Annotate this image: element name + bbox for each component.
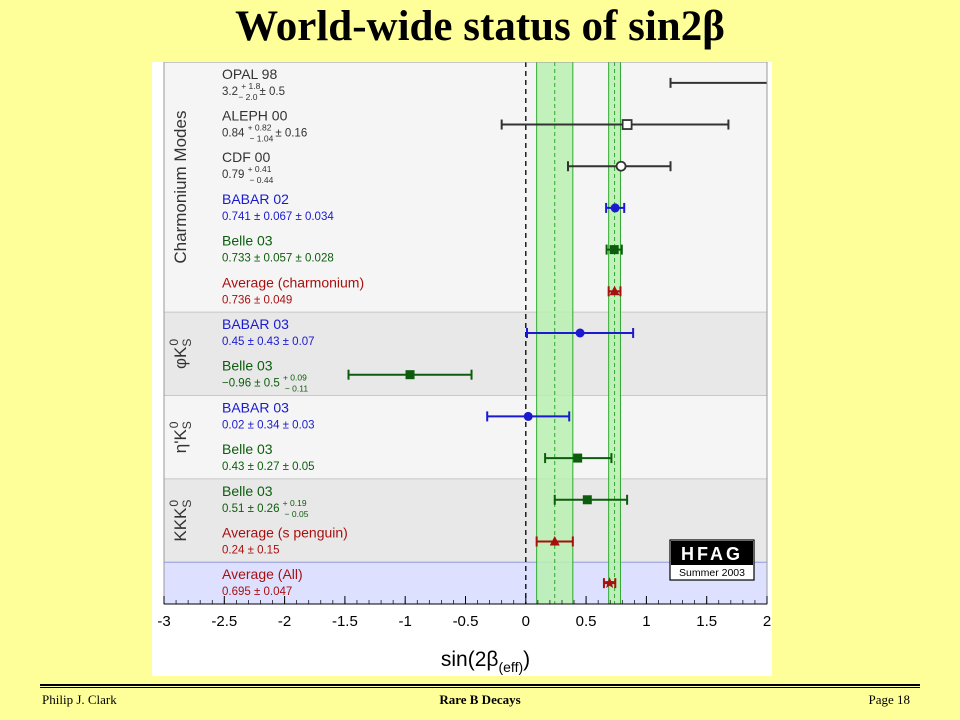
measurement-label: BABAR 03 (222, 316, 289, 332)
slide-title: World-wide status of sin2β (235, 3, 725, 50)
x-tick-label: -1.5 (332, 613, 358, 630)
x-tick-label: -1 (399, 613, 412, 630)
x-tick-label: 1.5 (696, 613, 717, 630)
data-point (610, 203, 620, 213)
hfag-badge-logo-bg (671, 541, 753, 565)
data-point (615, 160, 627, 172)
measurement-label: Belle 03 (222, 483, 273, 499)
measurement-label: BABAR 02 (222, 191, 289, 207)
group-label: KKKS0 (167, 500, 194, 542)
measurement-value: 0.695 ± 0.047 (222, 586, 292, 598)
measurement-value: 0.733 ± 0.057 ± 0.028 (222, 253, 334, 265)
x-tick-label: 2 (763, 613, 771, 630)
measurement-value: 0.79 + 0.41− 0.44 (222, 164, 274, 185)
measurement-value: 0.45 ± 0.43 ± 0.07 (222, 336, 315, 348)
measurement-value: 0.736 ± 0.049 (222, 294, 292, 306)
measurement-value: 0.741 ± 0.067 ± 0.034 (222, 211, 334, 223)
group-label: η'KS0 (167, 421, 194, 453)
group-band (164, 312, 767, 396)
plot-area: Charmonium Modes φKS0 η'KS0 KKKS0 OPAL 983.2… (152, 62, 772, 676)
data-point (609, 285, 620, 296)
footer-page-number: Page 18 (868, 692, 910, 707)
hfag-caption: Summer 2003 (679, 567, 745, 579)
x-tick-label: -0.5 (453, 613, 479, 630)
footer-talk-title: Rare B Decays (439, 692, 521, 707)
measurement-label: Belle 03 (222, 441, 273, 457)
measurement-label: CDF 00 (222, 149, 270, 165)
group-label: Charmonium Modes (171, 111, 190, 264)
group-band (164, 478, 767, 563)
x-tick-label: 0 (522, 613, 530, 630)
measurement-label: Belle 03 (222, 358, 273, 374)
footer-rule (40, 684, 920, 686)
measurement-value: 0.02 ± 0.34 ± 0.03 (222, 419, 315, 431)
measurement-label: Average (s penguin) (222, 524, 348, 540)
group-band (164, 62, 767, 313)
measurement-value: 0.24 ± 0.15 (222, 544, 279, 556)
measurement-value: 0.43 ± 0.27 ± 0.05 (222, 461, 315, 473)
footer-rule (40, 687, 920, 688)
x-axis-label: sin(2β(eff)) (441, 648, 530, 675)
x-tick-label: -3 (157, 613, 170, 630)
x-tick-label: 1 (642, 613, 650, 630)
measurement-value: 3.2 + 1.8− 2.0 ± 0.5 (222, 81, 285, 102)
data-point (405, 370, 415, 380)
measurement-label: Average (charmonium) (222, 274, 364, 290)
data-point (609, 245, 619, 255)
measurement-value: −0.96 ± 0.5 + 0.09− 0.11 (222, 373, 308, 394)
footer-author: Philip J. Clark (42, 692, 117, 707)
x-tick-label: -2.5 (211, 613, 237, 630)
hfag-logo: HFAG (681, 544, 743, 564)
data-point (575, 328, 585, 338)
data-point (549, 535, 560, 546)
measurement-value: 0.51 ± 0.26 + 0.19− 0.05 (222, 498, 309, 519)
data-point (621, 119, 633, 130)
data-point (523, 411, 533, 421)
x-tick-label: -2 (278, 613, 291, 630)
group-band (164, 395, 767, 479)
data-point (603, 577, 616, 589)
x-tick-label: 0.5 (576, 613, 597, 630)
group-label: φKS0 (167, 339, 194, 369)
measurement-label: BABAR 03 (222, 399, 289, 415)
measurement-label: Belle 03 (222, 233, 273, 249)
measurement-label: Average (All) (222, 566, 303, 582)
measurement-value: 0.84 + 0.82− 1.04 ± 0.16 (222, 123, 307, 144)
measurement-label: ALEPH 00 (222, 108, 288, 124)
data-point (582, 495, 592, 505)
measurement-label: OPAL 98 (222, 66, 277, 82)
data-point (573, 453, 583, 463)
